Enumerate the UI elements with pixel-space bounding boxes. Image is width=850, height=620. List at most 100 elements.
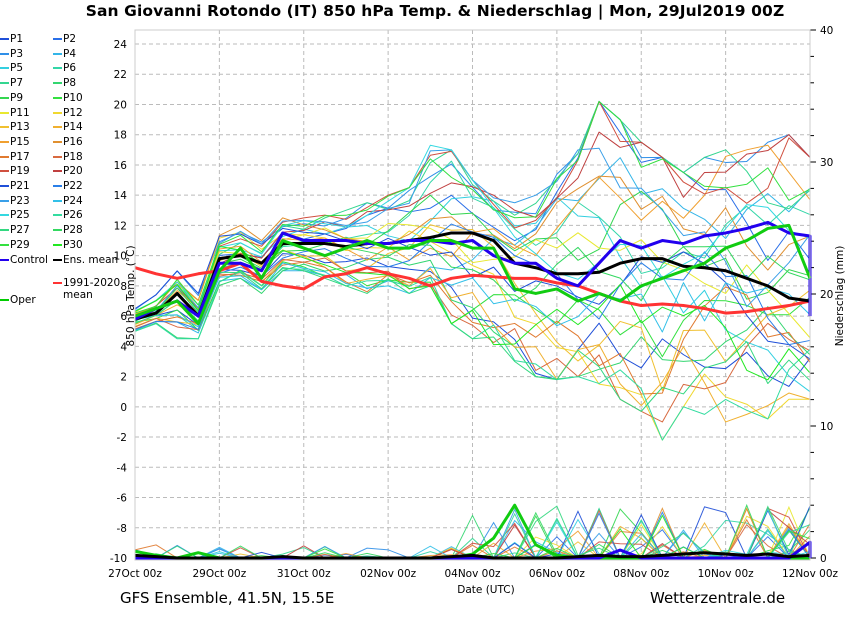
y-axis-label: 850 hPa Temp. (°C) [125,245,137,346]
legend-item: P8 [53,76,76,90]
legend-item: P5 [0,61,23,75]
member-line-p18 [134,257,811,423]
legend-label: P6 [63,62,77,75]
legend-label: P4 [63,47,77,60]
x-tick-label: 06Nov 00z [529,568,586,580]
legend-label: P7 [10,77,24,90]
legend-item: P4 [53,47,76,61]
legend-label: P30 [63,238,83,251]
legend-label: P17 [10,150,30,163]
legend-swatch [53,111,62,114]
legend-item: P21 [0,179,30,193]
legend-label: P21 [10,180,30,192]
legend-item: P7 [0,76,23,90]
x-tick-label: 27Oct 00z [108,568,162,580]
member-line-p4 [134,157,811,334]
legend-swatch [0,214,9,217]
legend-swatch [53,229,62,232]
legend-label: P13 [10,121,30,134]
y2-axis-ticks: 0 10 20 30 40 [810,25,833,565]
legend-swatch [53,258,62,261]
legend-item: P1 [0,32,23,46]
x-tick-label: 29Oct 00z [193,568,247,580]
y-tick-label: 14 [114,190,128,202]
legend-label: P14 [63,121,83,134]
legend-label: P28 [63,224,83,237]
y-tick-label: 12 [114,220,127,232]
y2-axis-label: Niederschlag (mm) [834,246,846,347]
legend-item: P26 [53,208,83,222]
legend-item: P17 [0,150,30,164]
legend-swatch [53,170,62,173]
main-series [134,220,812,326]
precip-ens-mean [134,551,811,560]
member-line-p17 [134,261,811,395]
legend-item: P15 [0,135,30,149]
x-tick-label: 31Oct 00z [277,568,331,580]
legend-swatch [0,126,9,129]
legend-swatch [53,281,62,284]
chart-title: San Giovanni Rotondo (IT) 850 hPa Temp. … [85,2,785,20]
x-axis-label: Date (UTC) [457,584,514,596]
legend-label: P11 [10,106,30,119]
legend-label: P3 [10,47,24,60]
y-tick-label: 20 [114,99,127,111]
legend-swatch [53,185,62,187]
legend-label: P20 [63,165,83,178]
legend-label: P27 [10,224,30,237]
legend-swatch [53,67,62,70]
legend-swatch [53,82,62,85]
legend-swatch [0,67,9,70]
legend-item: P25 [0,208,30,222]
x-axis-ticks: 27Oct 00z 29Oct 00z 31Oct 00z 02Nov 00z 04No… [108,568,838,580]
y2-tick-label: 20 [820,289,833,301]
legend-item: P27 [0,223,30,237]
legend-swatch [0,185,9,187]
legend-swatch [0,298,9,301]
legend-swatch [53,214,62,217]
member-line-p29 [134,100,811,314]
legend-label: P8 [63,77,77,90]
legend-label: 1991-2020 mean [63,276,121,301]
legend-item: P24 [53,194,83,208]
legend-item: P9 [0,91,23,105]
legend-swatch [0,96,9,99]
precipitation-lines [134,503,812,560]
y-tick-label: 4 [120,341,127,353]
x-tick-label: 02Nov 00z [360,568,417,580]
legend-label: P22 [63,180,83,192]
legend-swatch [53,96,62,99]
legend-item: P30 [53,238,83,252]
legend-item: P13 [0,120,30,134]
legend-swatch [53,155,62,158]
legend-swatch [0,38,9,40]
legend-swatch [53,52,62,55]
legend-swatch [53,126,62,129]
y-tick-label: 6 [120,311,127,323]
y-tick-label: 0 [120,402,127,414]
y2-tick-label: 10 [820,421,833,433]
y-tick-label: -8 [117,523,127,535]
member-line-p25 [134,144,811,312]
y-tick-label: 18 [114,130,127,142]
y2-tick-label: 30 [820,157,833,169]
y-tick-label: 10 [114,251,127,263]
y2-tick-label: 40 [820,25,833,37]
legend-item: P22 [53,179,83,193]
x-tick-label: 08Nov 00z [613,568,670,580]
legend-item: P28 [53,223,83,237]
y-tick-label: 2 [120,372,127,384]
legend-swatch [0,140,9,143]
y-tick-label: -6 [117,493,128,505]
legend-item: P23 [0,194,30,208]
legend-item: P11 [0,106,30,120]
y-tick-label: 8 [120,281,127,293]
legend-swatch [0,52,9,55]
x-tick-label: 12Nov 00z [782,568,839,580]
legend-item: Ens. mean [53,253,118,267]
legend-label: P2 [63,33,77,45]
series-1991-2020-mean [134,261,811,315]
y-tick-label: -4 [117,462,128,474]
legend-item: P20 [53,164,83,178]
legend-swatch [0,229,9,232]
